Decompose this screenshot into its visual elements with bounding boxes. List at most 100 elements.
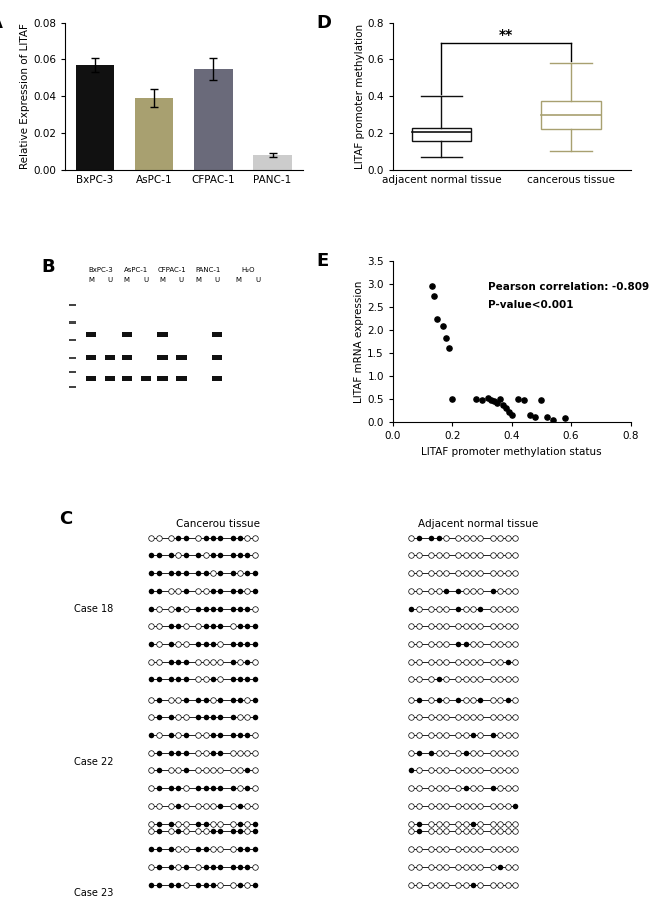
Point	[208, 584, 218, 598]
Point	[181, 799, 191, 814]
Point	[434, 655, 444, 669]
Point	[193, 710, 203, 725]
Point	[468, 548, 478, 563]
Point	[502, 566, 513, 580]
Point	[181, 566, 191, 580]
Point	[227, 781, 238, 795]
Point	[173, 637, 183, 651]
Point	[200, 530, 211, 545]
Point	[426, 824, 436, 839]
Point	[495, 824, 505, 839]
Point	[146, 601, 157, 616]
Point	[406, 799, 417, 814]
Point	[441, 816, 451, 831]
Point	[235, 548, 245, 563]
Point	[453, 566, 463, 580]
Point	[506, 408, 517, 422]
Text: C: C	[59, 509, 73, 528]
Point	[250, 693, 260, 707]
Point	[406, 601, 417, 616]
Point	[441, 895, 451, 908]
Point	[406, 781, 417, 795]
Point	[242, 745, 253, 760]
Point	[208, 672, 218, 686]
Point	[250, 566, 260, 580]
Point	[173, 728, 183, 743]
Point	[453, 601, 463, 616]
Text: A: A	[0, 14, 3, 32]
Point	[453, 728, 463, 743]
Text: M: M	[88, 277, 94, 283]
Point	[242, 655, 253, 669]
Point	[166, 548, 176, 563]
Bar	[68, 304, 75, 306]
Point	[434, 824, 444, 839]
Point	[502, 637, 513, 651]
Point	[215, 728, 226, 743]
Point	[468, 672, 478, 686]
Point	[460, 860, 471, 874]
Text: **: **	[499, 28, 514, 42]
Point	[495, 842, 505, 856]
Point	[510, 672, 520, 686]
Bar	[194, 69, 233, 170]
Point	[434, 619, 444, 634]
Point	[193, 584, 203, 598]
Point	[510, 745, 520, 760]
Point	[406, 710, 417, 725]
Point	[434, 842, 444, 856]
Point	[453, 860, 463, 874]
Point	[250, 816, 260, 831]
Point	[488, 619, 498, 634]
Point	[227, 637, 238, 651]
Point	[200, 584, 211, 598]
Point	[488, 824, 498, 839]
Point	[495, 764, 505, 778]
Point	[153, 601, 164, 616]
Point	[166, 672, 176, 686]
Point	[242, 548, 253, 563]
Point	[441, 799, 451, 814]
Point	[441, 764, 451, 778]
Point	[495, 781, 505, 795]
Point	[208, 842, 218, 856]
Point	[200, 745, 211, 760]
Point	[434, 781, 444, 795]
Point	[215, 601, 226, 616]
Point	[173, 693, 183, 707]
Point	[413, 530, 424, 545]
Point	[153, 824, 164, 839]
Point	[166, 824, 176, 839]
Point	[444, 341, 454, 356]
Point	[413, 584, 424, 598]
Point	[200, 799, 211, 814]
Point	[468, 530, 478, 545]
Point	[460, 710, 471, 725]
Point	[406, 655, 417, 669]
Bar	[212, 332, 222, 337]
Point	[434, 745, 444, 760]
Point	[193, 601, 203, 616]
Point	[502, 824, 513, 839]
Point	[173, 619, 183, 634]
Point	[475, 601, 486, 616]
Point	[495, 672, 505, 686]
Point	[166, 601, 176, 616]
Point	[146, 745, 157, 760]
Point	[468, 584, 478, 598]
Point	[181, 710, 191, 725]
Text: Cancerou tissue: Cancerou tissue	[176, 519, 260, 529]
Point	[235, 693, 245, 707]
Point	[519, 393, 529, 408]
Point	[193, 548, 203, 563]
Point	[146, 842, 157, 856]
Point	[173, 781, 183, 795]
Point	[166, 842, 176, 856]
Point	[468, 619, 478, 634]
Point	[173, 895, 183, 908]
Point	[475, 584, 486, 598]
Point	[488, 877, 498, 892]
Point	[460, 693, 471, 707]
Point	[200, 672, 211, 686]
Point	[460, 816, 471, 831]
